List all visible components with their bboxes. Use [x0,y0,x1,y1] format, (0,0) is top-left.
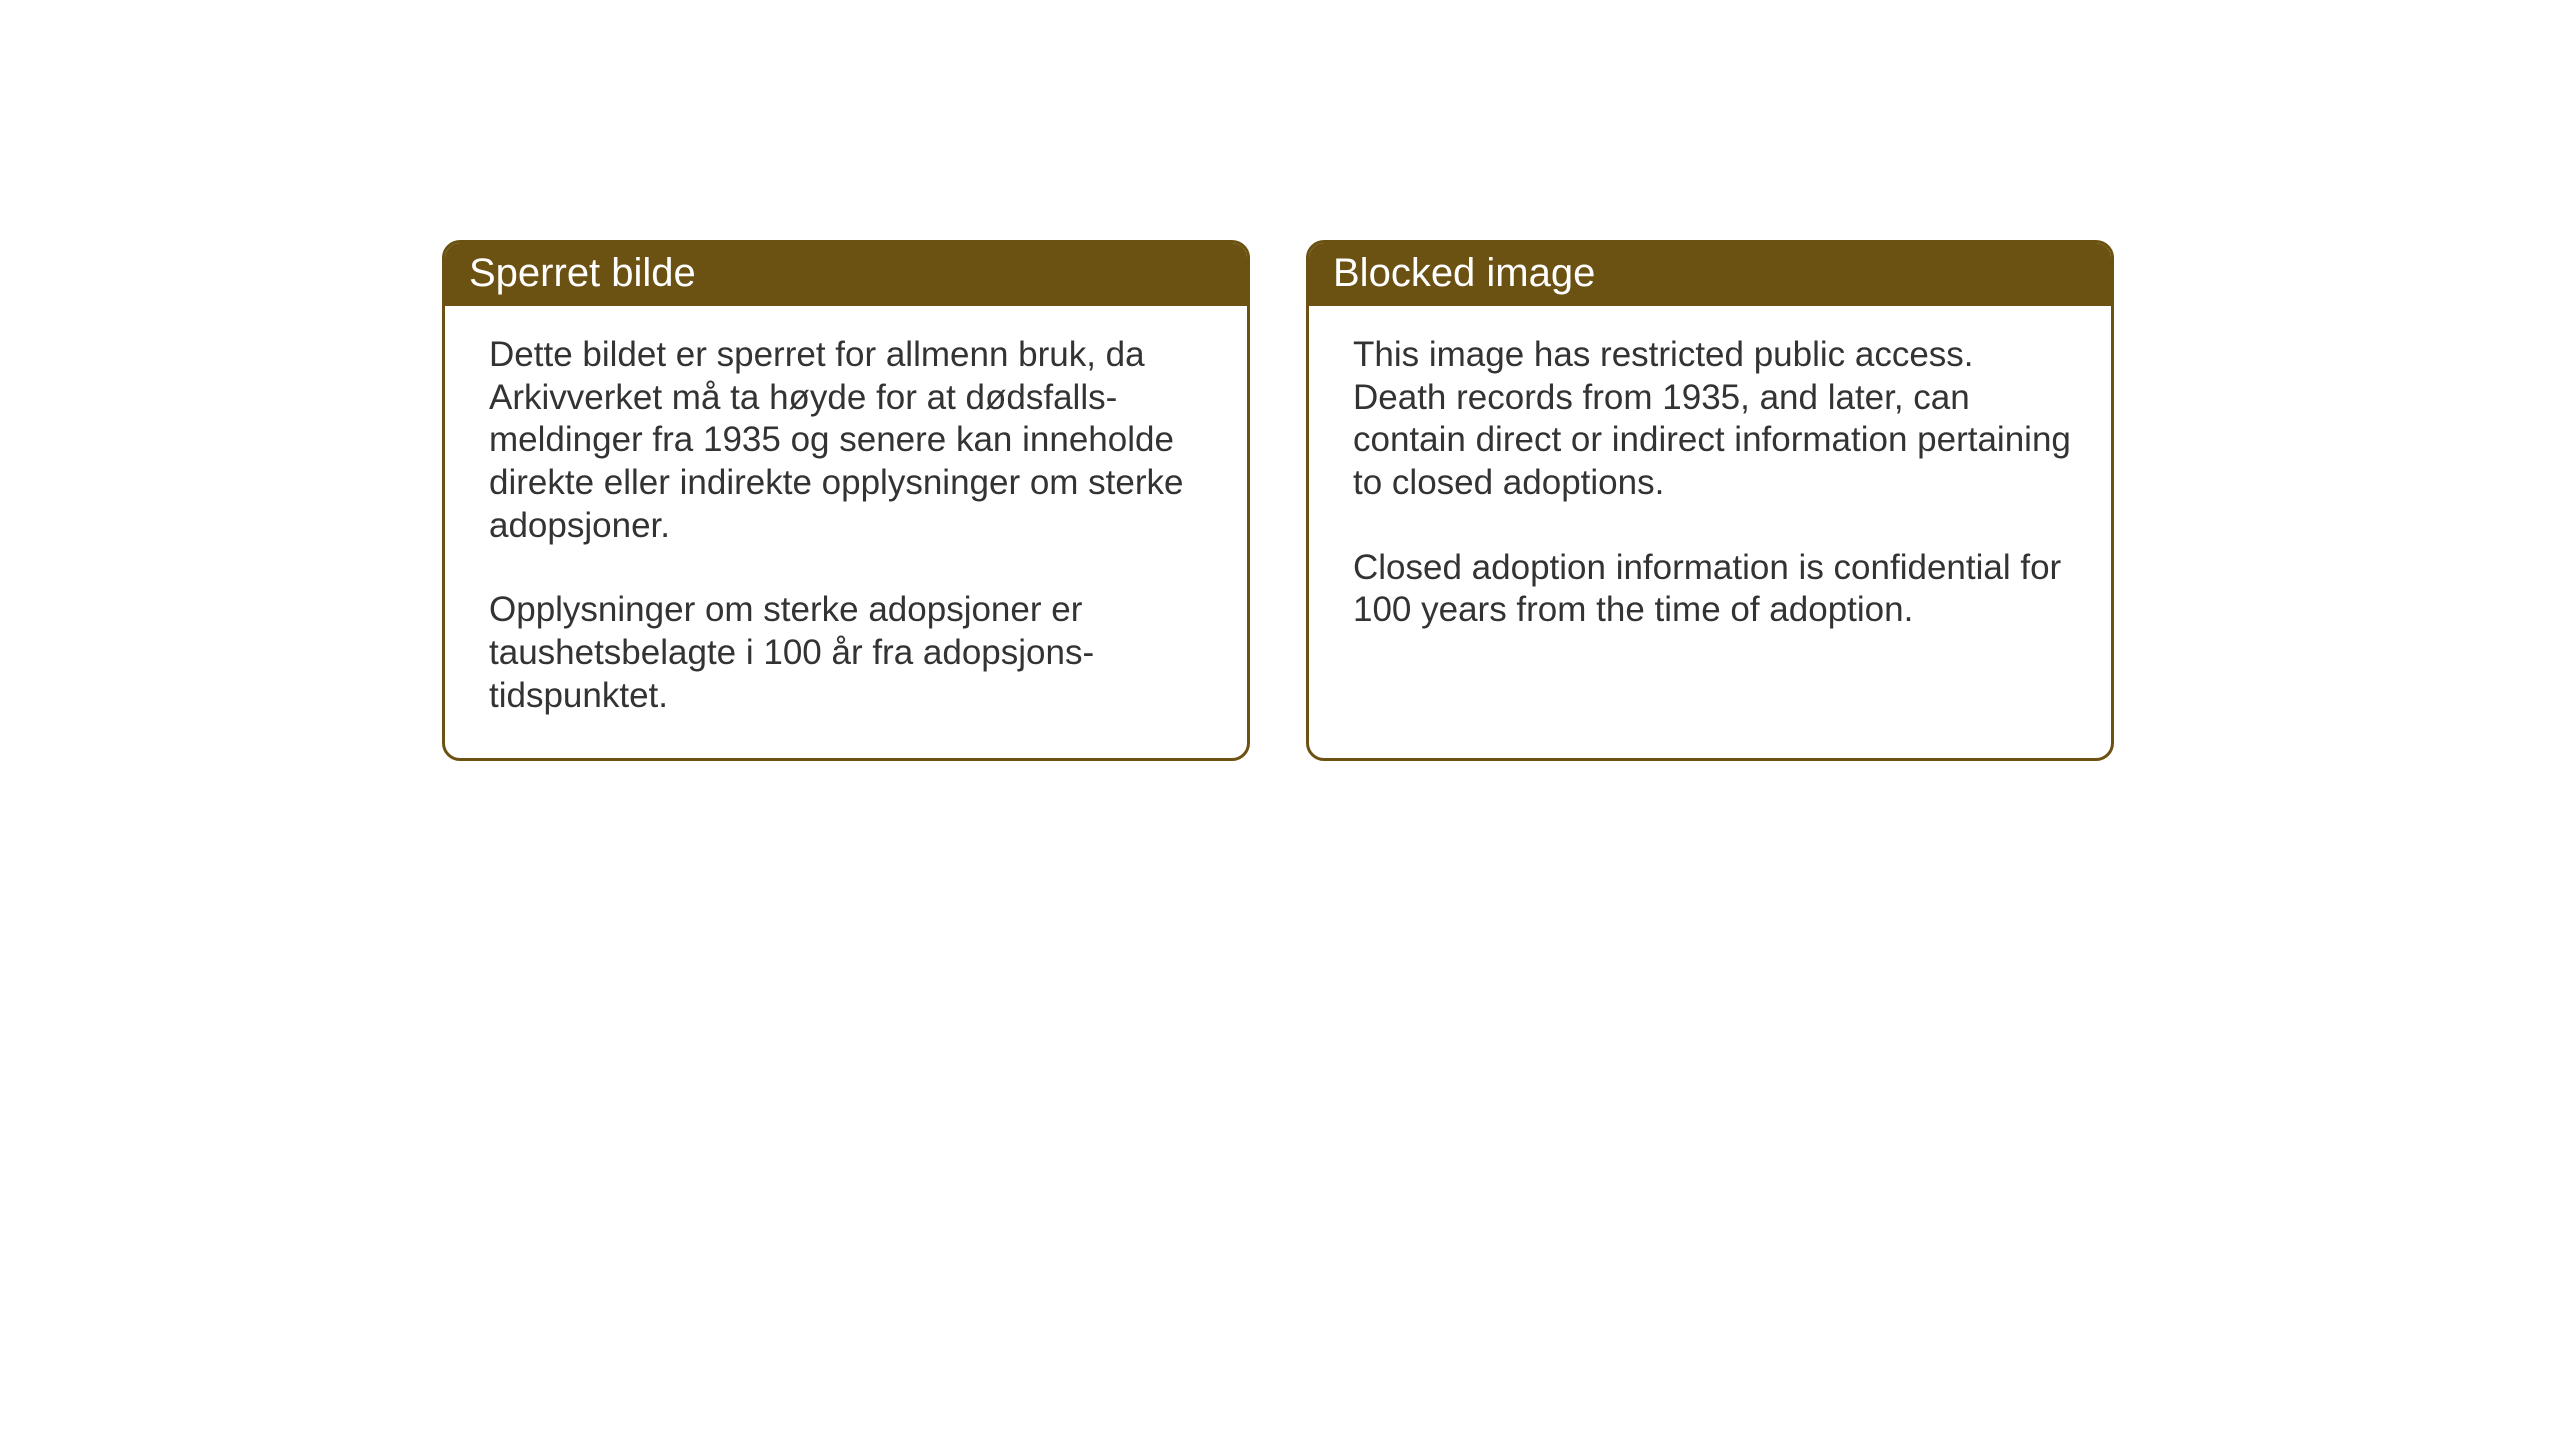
norwegian-paragraph-2: Opplysninger om sterke adopsjoner er tau… [489,589,1207,717]
norwegian-card-title: Sperret bilde [445,243,1247,306]
english-notice-card: Blocked image This image has restricted … [1306,240,2114,761]
notice-cards-container: Sperret bilde Dette bildet er sperret fo… [442,240,2114,761]
norwegian-card-body: Dette bildet er sperret for allmenn bruk… [445,306,1247,758]
english-paragraph-1: This image has restricted public access.… [1353,334,2071,505]
english-paragraph-2: Closed adoption information is confident… [1353,547,2071,632]
english-card-body: This image has restricted public access.… [1309,306,2111,706]
norwegian-notice-card: Sperret bilde Dette bildet er sperret fo… [442,240,1250,761]
english-card-title: Blocked image [1309,243,2111,306]
norwegian-paragraph-1: Dette bildet er sperret for allmenn bruk… [489,334,1207,547]
